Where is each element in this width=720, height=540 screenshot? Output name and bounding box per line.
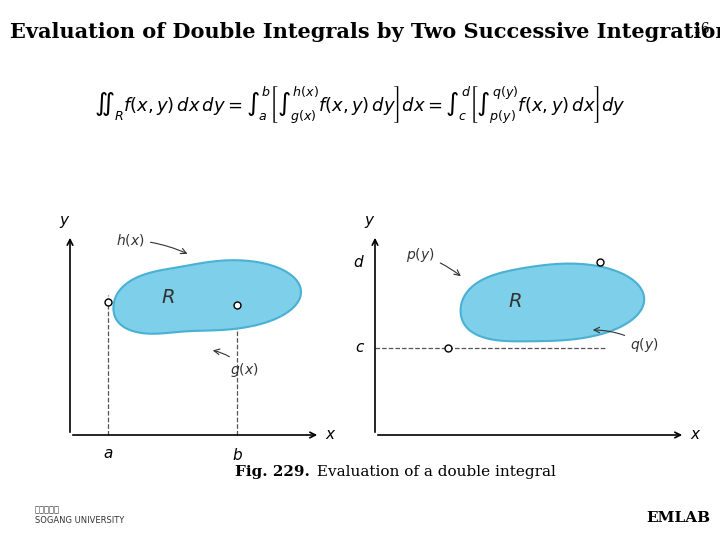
Text: Evaluation of Double Integrals by Two Successive Integrations: Evaluation of Double Integrals by Two Su… — [10, 22, 720, 42]
Text: $x$: $x$ — [325, 428, 336, 442]
Text: $g(x)$: $g(x)$ — [214, 349, 258, 379]
Text: Evaluation of a double integral: Evaluation of a double integral — [312, 465, 556, 479]
Text: $y$: $y$ — [59, 214, 71, 230]
Text: $d$: $d$ — [354, 254, 365, 270]
Text: $R$: $R$ — [508, 293, 522, 311]
Polygon shape — [114, 260, 301, 334]
Text: $y$: $y$ — [364, 214, 376, 230]
Text: $p(y)$: $p(y)$ — [406, 246, 460, 275]
Text: $h(x)$: $h(x)$ — [117, 232, 186, 254]
Text: $x$: $x$ — [690, 428, 701, 442]
Text: $\iint_{R} f(x,y)\,dx\,dy = \int_{a}^{b}\left[\int_{g(x)}^{h(x)} f(x,y)\,dy\righ: $\iint_{R} f(x,y)\,dx\,dy = \int_{a}^{b}… — [94, 84, 626, 126]
Text: $b$: $b$ — [232, 447, 243, 463]
Text: $a$: $a$ — [103, 447, 113, 461]
Text: $c$: $c$ — [355, 341, 365, 355]
Text: Fig. 229.: Fig. 229. — [235, 465, 310, 479]
Text: $R$: $R$ — [161, 289, 175, 307]
Text: 16: 16 — [693, 22, 710, 36]
Polygon shape — [461, 264, 644, 341]
Text: EMLAB: EMLAB — [646, 511, 710, 525]
Text: 서강대학교
SOGANG UNIVERSITY: 서강대학교 SOGANG UNIVERSITY — [35, 505, 125, 525]
Text: $q(y)$: $q(y)$ — [594, 327, 659, 354]
